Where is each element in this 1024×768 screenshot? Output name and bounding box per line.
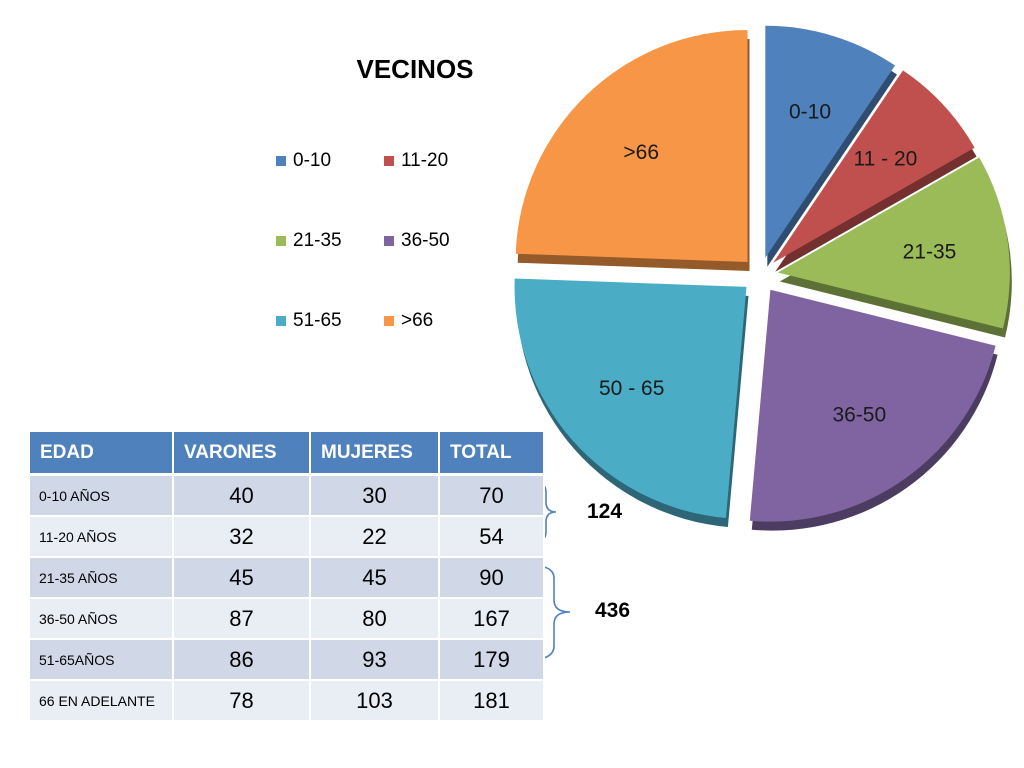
legend-swatch <box>276 236 286 246</box>
legend-label: 36-50 <box>401 230 450 251</box>
table-row: 36-50 AÑOS 87 80 167 <box>30 598 545 640</box>
bracket-group-2 <box>527 564 571 661</box>
cell-total: 179 <box>439 639 545 681</box>
slice-label-2: 21-35 <box>903 241 957 264</box>
cell-age: 0-10 AÑOS <box>30 474 174 517</box>
bracket-group-1 <box>527 479 557 545</box>
cell-total: 70 <box>439 474 545 517</box>
table-header-row: EDAD VARONES MUJERES TOTAL <box>30 432 545 476</box>
cell-mujeres: 30 <box>310 474 440 517</box>
cell-varones: 87 <box>173 598 311 640</box>
legend-item: >66 <box>384 310 433 332</box>
pie-slice-0-10 <box>765 25 895 258</box>
cell-mujeres: 80 <box>310 598 440 640</box>
header-edad: EDAD <box>30 432 174 476</box>
header-varones: VARONES <box>173 432 311 476</box>
pie-slice-36-50 <box>749 289 996 522</box>
slice-label-4: 50 - 65 <box>599 377 664 400</box>
cell-age: 11-20 AÑOS <box>30 516 174 558</box>
legend-item: 51-65 <box>276 310 342 332</box>
pie-slice-51-65 <box>514 278 747 518</box>
cell-varones: 45 <box>173 557 311 599</box>
cell-total: 54 <box>439 516 545 558</box>
pie-slice-11-20 <box>773 70 975 263</box>
pie-slice->66 <box>515 30 748 262</box>
legend-item: 11-20 <box>384 150 448 172</box>
cell-total: 167 <box>439 598 545 640</box>
cell-varones: 40 <box>173 474 311 517</box>
chart-legend: 0-10 11-20 21-35 36-50 51-65 >66 <box>276 150 536 350</box>
legend-swatch <box>276 156 286 166</box>
header-total: TOTAL <box>439 432 545 476</box>
cell-total: 90 <box>439 557 545 599</box>
cell-total: 181 <box>439 680 545 722</box>
age-table: EDAD VARONES MUJERES TOTAL 0-10 AÑOS 40 … <box>30 432 545 722</box>
group-total-124: 124 <box>587 500 623 523</box>
legend-item: 36-50 <box>384 230 450 252</box>
cell-mujeres: 93 <box>310 639 440 681</box>
legend-swatch <box>384 236 394 246</box>
slice-label-5: >66 <box>623 141 659 164</box>
legend-swatch <box>384 156 394 166</box>
cell-varones: 32 <box>173 516 311 558</box>
cell-age: 66 EN ADELANTE <box>30 680 174 722</box>
slice-label-1: 11 - 20 <box>853 148 917 171</box>
slice-label-3: 36-50 <box>832 403 886 426</box>
cell-age: 51-65AÑOS <box>30 639 174 681</box>
legend-item: 0-10 <box>276 150 331 172</box>
cell-mujeres: 22 <box>310 516 440 558</box>
legend-label: 21-35 <box>293 230 342 251</box>
table-row: 51-65AÑOS 86 93 179 <box>30 639 545 681</box>
legend-swatch <box>276 316 286 326</box>
cell-varones: 86 <box>173 639 311 681</box>
legend-label: 11-20 <box>401 150 449 171</box>
cell-mujeres: 103 <box>310 680 440 722</box>
pie-slice-21-35 <box>777 157 1010 329</box>
cell-age: 21-35 AÑOS <box>30 557 174 599</box>
cell-varones: 78 <box>173 680 311 722</box>
cell-mujeres: 45 <box>310 557 440 599</box>
table-row: 21-35 AÑOS 45 45 90 <box>30 557 545 599</box>
chart-title: VECINOS <box>356 54 474 84</box>
legend-swatch <box>384 316 394 326</box>
legend-label: 51-65 <box>293 310 342 331</box>
table-row: 11-20 AÑOS 32 22 54 <box>30 516 545 558</box>
group-total-436: 436 <box>595 599 631 622</box>
legend-item: 21-35 <box>276 230 342 252</box>
slice-label-0: 0-10 <box>789 100 831 123</box>
legend-label: >66 <box>401 310 434 331</box>
header-mujeres: MUJERES <box>310 432 440 476</box>
table-row: 66 EN ADELANTE 78 103 181 <box>30 680 545 722</box>
legend-label: 0-10 <box>293 150 332 171</box>
cell-age: 36-50 AÑOS <box>30 598 174 640</box>
table-row: 0-10 AÑOS 40 30 70 <box>30 474 545 517</box>
